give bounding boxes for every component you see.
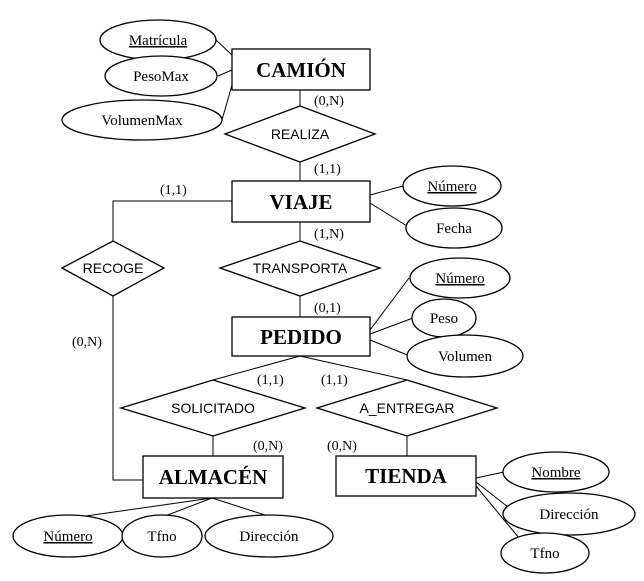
entity-tienda-label: TIENDA: [365, 464, 448, 488]
attribute-viaje-numero: Número: [402, 165, 502, 207]
cardinality-camion-realiza: (0,N): [314, 94, 344, 109]
attribute-label: VolumenMax: [101, 113, 183, 129]
cardinality-a-entregar-tienda: (0,N): [327, 439, 357, 454]
attribute-tienda-tfno: Tfno: [500, 532, 590, 574]
relationship-realiza-label: REALIZA: [271, 126, 330, 142]
attribute-almacen-direccion: Dirección: [204, 514, 334, 558]
entity-almacen: ALMACÉN: [142, 455, 284, 499]
relationship-realiza: REALIZA: [223, 105, 377, 163]
entity-tienda: TIENDA: [335, 455, 477, 497]
entity-pedido: PEDIDO: [231, 316, 371, 357]
relationship-solicitado: SOLICITADO: [118, 379, 308, 437]
entity-pedido-label: PEDIDO: [260, 325, 342, 349]
attribute-label: Dirección: [239, 529, 299, 545]
attribute-camion-matricula: Matrícula: [99, 19, 217, 61]
cardinality-pedido-solicitado: (1,1): [257, 373, 284, 388]
attribute-label: Volumen: [438, 349, 492, 365]
attribute-label: Número: [427, 179, 476, 195]
attribute-almacen-numero: Número: [12, 514, 124, 558]
attribute-label: Nombre: [531, 465, 580, 481]
cardinality-realiza-viaje: (1,1): [314, 162, 341, 177]
attribute-pedido-peso: Peso: [411, 298, 477, 338]
relationship-solicitado-label: SOLICITADO: [171, 400, 255, 416]
relationship-recoge-label: RECOGE: [83, 260, 144, 276]
attribute-label: PesoMax: [133, 69, 189, 85]
cardinality-recoge-almacen: (0,N): [72, 335, 102, 350]
attribute-label: Peso: [430, 311, 458, 327]
entity-viaje: VIAJE: [231, 180, 371, 223]
attribute-label: Número: [43, 529, 92, 545]
attribute-pedido-volumen: Volumen: [406, 334, 524, 378]
attribute-viaje-fecha: Fecha: [405, 207, 503, 249]
attribute-label: Matrícula: [129, 33, 188, 49]
attribute-label: Fecha: [436, 221, 472, 237]
cardinality-labels: (0,N) (1,1) (1,1) (1,N) (0,1) (0,N) (1,1…: [72, 94, 357, 454]
attribute-tienda-nombre: Nombre: [502, 451, 610, 493]
cardinality-viaje-recoge: (1,1): [160, 183, 187, 198]
cardinality-pedido-a-entregar: (1,1): [321, 373, 348, 388]
relationship-transporta: TRANSPORTA: [218, 240, 382, 297]
relationship-a-entregar: A_ENTREGAR: [314, 379, 500, 437]
attribute-tienda-direccion: Dirección: [502, 492, 636, 536]
relationship-recoge: RECOGE: [60, 240, 166, 297]
cardinality-transporta-pedido: (0,1): [314, 301, 341, 316]
attribute-camion-pesomax: PesoMax: [104, 55, 218, 97]
attribute-label: Tfno: [530, 546, 559, 562]
attribute-label: Número: [435, 271, 484, 287]
relationship-a-entregar-label: A_ENTREGAR: [360, 400, 455, 416]
attribute-label: Dirección: [539, 507, 599, 523]
entity-almacen-label: ALMACÉN: [159, 465, 268, 489]
entity-viaje-label: VIAJE: [269, 190, 332, 214]
entity-camion-label: CAMIÓN: [256, 58, 346, 82]
attribute-pedido-numero: Número: [409, 257, 511, 299]
cardinality-solicitado-almacen: (0,N): [253, 439, 283, 454]
attribute-almacen-tfno: Tfno: [121, 514, 203, 558]
attribute-label: Tfno: [147, 529, 176, 545]
entity-camion: CAMIÓN: [231, 48, 371, 91]
relationship-transporta-label: TRANSPORTA: [253, 260, 348, 276]
connector-lines: [71, 39, 520, 539]
cardinality-viaje-transporta: (1,N): [314, 227, 344, 242]
attribute-camion-volumenmax: VolumenMax: [61, 99, 223, 141]
